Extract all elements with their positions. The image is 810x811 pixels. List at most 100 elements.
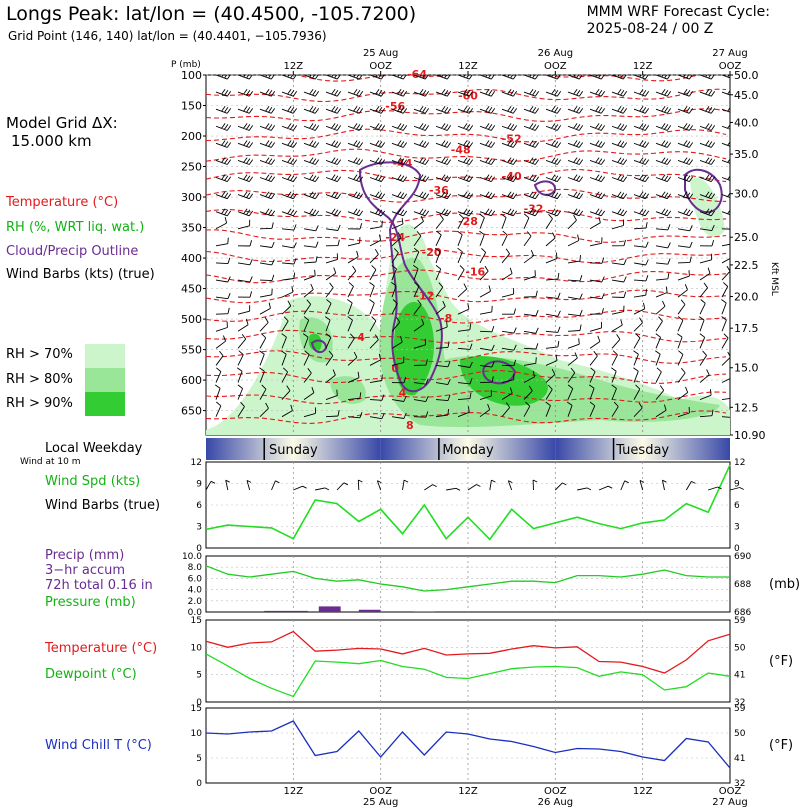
wind-barb	[611, 219, 624, 230]
surface-wind-barb	[555, 482, 567, 491]
wind-barb	[567, 140, 584, 148]
wind-barb	[676, 333, 683, 349]
wind-barb	[435, 140, 452, 148]
wind-barb	[369, 157, 386, 165]
left-tick-label: 0	[196, 698, 202, 708]
wind-barb	[457, 88, 474, 97]
wind-barb	[259, 367, 265, 383]
temperature-label: -52	[502, 133, 522, 146]
wind-barb	[655, 75, 671, 80]
wind-barb	[369, 234, 382, 247]
wind-barb	[369, 316, 377, 332]
wind-barb	[369, 282, 375, 298]
wind-barb	[214, 384, 221, 400]
wind-barb	[325, 208, 342, 217]
wind-barb	[501, 267, 513, 281]
wind-barb	[589, 321, 602, 332]
wind-barb	[391, 123, 408, 131]
wind-barb	[237, 88, 254, 97]
pressure-tick-label: 600	[181, 374, 202, 387]
wind-barb	[479, 106, 496, 114]
wind-barb	[435, 106, 452, 114]
wind-barb	[523, 385, 533, 400]
wind-barb	[259, 333, 267, 349]
wind-barb	[721, 416, 730, 418]
wind-barb	[523, 213, 530, 229]
wind-barb	[413, 359, 428, 366]
surface-wind-barb	[661, 479, 667, 491]
wind-barb	[589, 335, 601, 349]
wind-barb	[501, 308, 517, 315]
wind-barb	[457, 191, 474, 200]
wind-barb	[215, 208, 232, 217]
height-tick-label: 15.0	[734, 362, 759, 375]
surface-wind-barb	[402, 479, 409, 491]
weekday-name: Tuesday	[615, 443, 669, 458]
wind-barb	[677, 256, 692, 264]
wind-barb	[281, 258, 297, 265]
cloud-outline	[533, 180, 557, 196]
wind-barb	[655, 258, 671, 265]
wind-barb	[325, 253, 338, 264]
wind-barb	[413, 140, 430, 148]
wind-barb	[391, 282, 397, 298]
wind-barb	[259, 140, 276, 148]
wind-barb	[391, 264, 397, 281]
wind-barb	[347, 223, 363, 230]
wind-barb	[479, 75, 495, 80]
wind-barb	[567, 309, 583, 317]
wind-barb	[633, 259, 649, 266]
wind-barb	[457, 361, 473, 368]
wind-barb	[655, 286, 668, 298]
wind-barb	[699, 208, 716, 217]
wind-barb	[281, 286, 294, 298]
left-tick-label: 10	[191, 643, 203, 653]
wind-barb	[523, 123, 540, 131]
height-tick-label: 12.5	[734, 401, 759, 414]
wind-barb	[281, 191, 298, 200]
legend-rh80-label: RH > 80%	[6, 372, 73, 387]
wind-barb	[611, 75, 627, 80]
pressure-tick-label: 150	[181, 100, 202, 113]
grid-spacing: Model Grid ΔX: 15.000 km	[6, 114, 118, 150]
left-tick-label: 12	[191, 458, 202, 468]
wind-barb	[567, 255, 581, 264]
wind-barb	[611, 174, 628, 183]
wind-barb	[501, 359, 517, 367]
surface-wind-barb	[620, 480, 629, 491]
wind-barb	[391, 336, 403, 349]
wind-barb	[633, 123, 650, 131]
wind-barb	[721, 158, 730, 164]
surface-wind-barb	[532, 479, 538, 491]
wind-barb	[611, 157, 628, 165]
rh90-area	[393, 301, 435, 396]
height-tick-label: 22.5	[734, 259, 759, 272]
legend-rh80-swatch	[85, 368, 125, 392]
pressure-line	[205, 565, 730, 592]
wind-barb	[369, 140, 386, 148]
pressure-tick-label: 200	[181, 130, 202, 143]
wind-barb	[567, 338, 580, 349]
wind-barb	[413, 318, 425, 332]
wind-barb	[391, 232, 402, 247]
wind-barb	[545, 384, 553, 400]
precip-label-line3: 72h total 0.16 in	[45, 578, 153, 593]
wind-barb	[545, 208, 562, 217]
wind-barb	[435, 88, 452, 97]
wind-barb	[633, 317, 643, 332]
wind-barb	[633, 241, 649, 248]
wind-barb	[325, 389, 338, 401]
weekday-name: Monday	[442, 443, 494, 458]
right-tick-label: 32	[734, 698, 745, 708]
wind-barb	[523, 88, 540, 97]
wind-barb	[501, 157, 518, 165]
wind-barb	[479, 247, 487, 264]
wind-barb	[567, 352, 578, 366]
legend-rh90-label: RH > 90%	[6, 396, 73, 411]
wind-barb	[479, 376, 494, 383]
right-tick-label: 32	[734, 779, 745, 789]
precip-label-line2: 3−hr accum	[45, 563, 126, 578]
surface-wind-barb	[729, 487, 744, 491]
wind-barbs-label: Wind Barbs (true)	[45, 498, 161, 513]
